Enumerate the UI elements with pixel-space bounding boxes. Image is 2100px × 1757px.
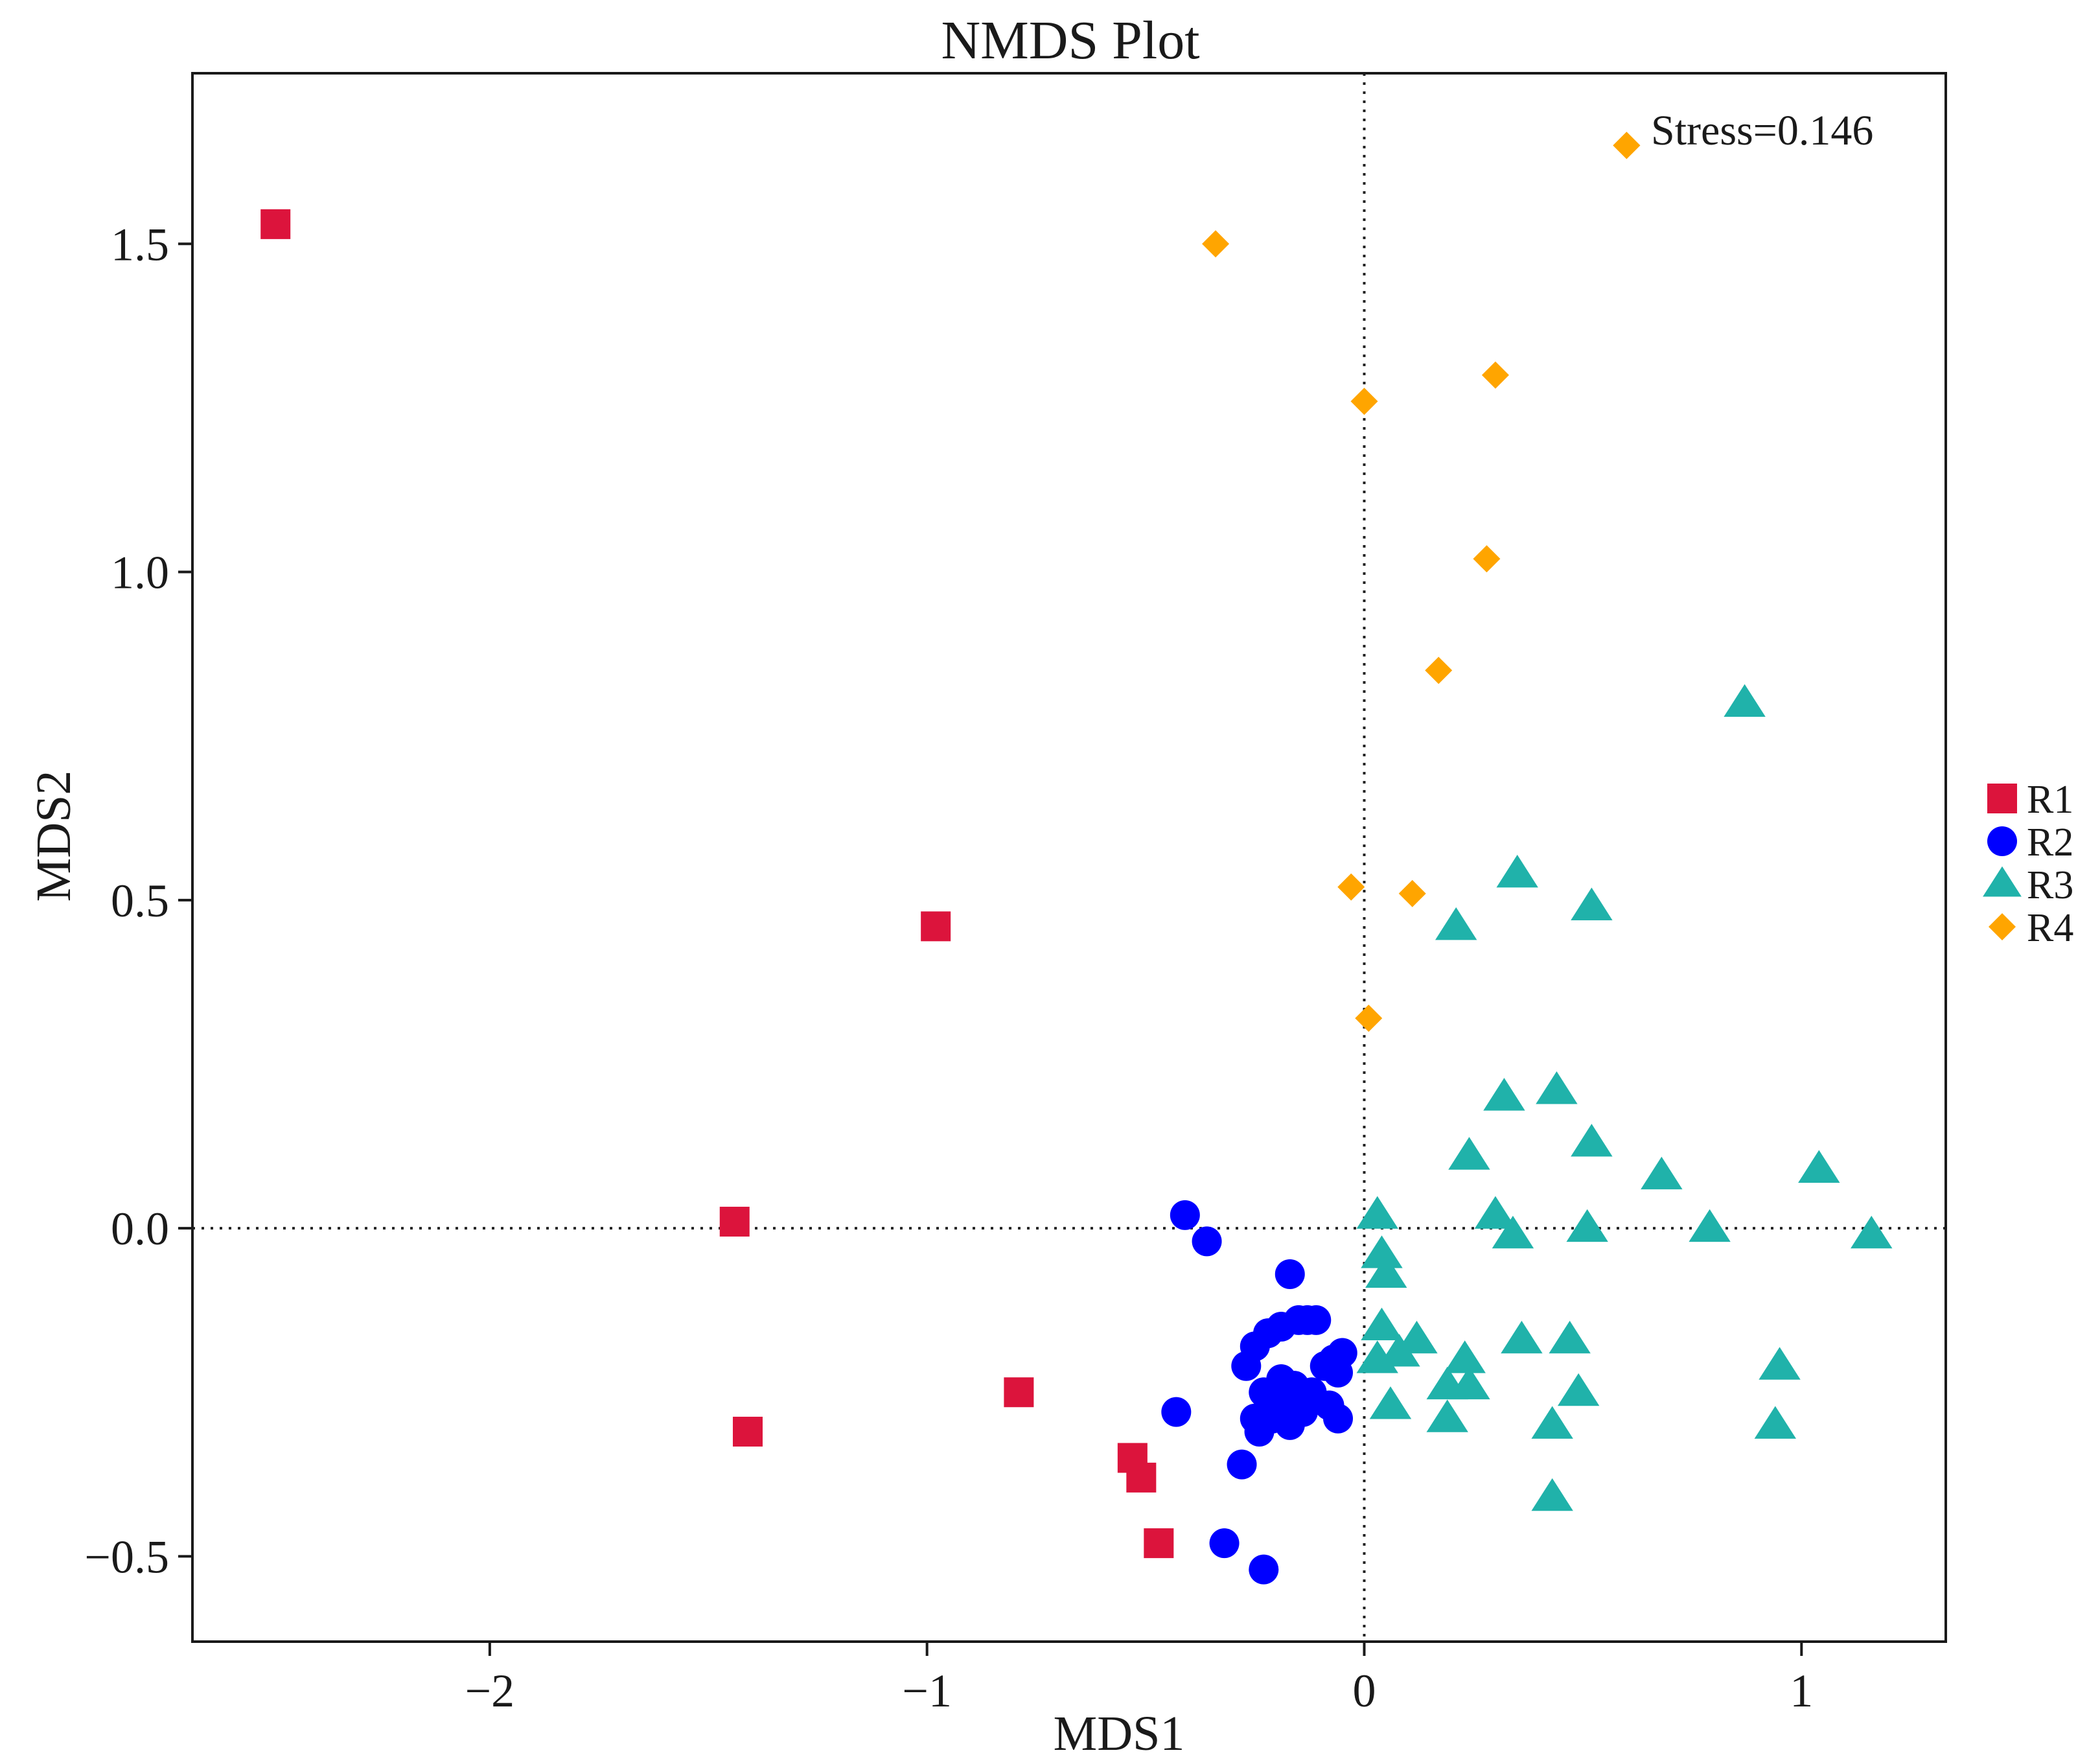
point-r2	[1240, 1403, 1270, 1434]
point-r3	[1549, 1320, 1591, 1354]
point-r3	[1356, 1196, 1398, 1229]
point-r2	[1249, 1554, 1279, 1585]
point-r3	[1531, 1478, 1573, 1511]
point-r3	[1444, 1340, 1486, 1373]
point-r3	[1571, 1124, 1613, 1157]
y-tick-label: 0.5	[111, 875, 169, 927]
point-r2	[1170, 1200, 1200, 1230]
plot-frame	[191, 72, 1947, 1643]
point-r4	[1398, 879, 1426, 907]
y-tick-label: 1.5	[111, 218, 169, 270]
legend-label-r2: R2	[2027, 820, 2073, 865]
point-r3	[1492, 1215, 1534, 1249]
x-tick-label: −1	[902, 1665, 952, 1717]
point-r3	[1571, 887, 1613, 920]
point-r1	[921, 911, 951, 942]
plot-area	[192, 73, 1946, 1642]
point-r4	[1425, 657, 1453, 684]
point-r3	[1496, 854, 1538, 888]
legend-marker-r1	[1987, 784, 2017, 813]
point-r4	[1337, 873, 1365, 901]
point-r2	[1323, 1403, 1354, 1434]
point-r3	[1566, 1209, 1608, 1242]
point-r3	[1369, 1386, 1412, 1419]
x-axis-title: MDS1	[1054, 1706, 1185, 1757]
point-r3	[1361, 1307, 1403, 1340]
y-tick-label: −0.5	[84, 1531, 169, 1583]
point-r3	[1448, 1137, 1490, 1170]
point-r3	[1448, 1366, 1490, 1400]
axes: −2 −1 0 1 −0.5 0.0 0.5 1.0 1.5	[84, 72, 1947, 1717]
point-r3	[1851, 1215, 1893, 1249]
point-r4	[1355, 1005, 1383, 1032]
point-r3	[1759, 1347, 1801, 1380]
point-r3	[1689, 1209, 1731, 1242]
point-r3	[1474, 1196, 1517, 1229]
point-r3	[1361, 1235, 1403, 1268]
point-r1	[719, 1206, 750, 1237]
point-r2	[1161, 1397, 1192, 1427]
x-tick-label: 0	[1352, 1665, 1376, 1717]
point-r1	[260, 209, 291, 239]
legend-marker-r4	[1989, 913, 2016, 940]
point-r3	[1641, 1156, 1683, 1190]
point-r3	[1483, 1078, 1525, 1111]
point-r3	[1557, 1373, 1600, 1406]
legend-label-r1: R1	[2027, 778, 2073, 822]
point-r3	[1426, 1399, 1468, 1432]
y-tick-label: 0.0	[111, 1203, 169, 1255]
point-r1	[733, 1416, 763, 1447]
point-r2	[1209, 1528, 1240, 1559]
point-r1	[1126, 1462, 1157, 1493]
point-r3	[1536, 1071, 1578, 1104]
x-tick-label: 1	[1790, 1665, 1813, 1717]
legend-label-r3: R3	[2027, 863, 2073, 907]
point-r1	[1144, 1528, 1174, 1559]
point-r4	[1473, 545, 1501, 573]
point-r3	[1435, 907, 1477, 940]
point-r2	[1284, 1305, 1314, 1335]
data-points	[260, 132, 1893, 1585]
point-r4	[1350, 388, 1378, 415]
legend-marker-r3	[1983, 866, 2022, 897]
stress-annotation: Stress=0.146	[1651, 107, 1873, 154]
point-r3	[1501, 1320, 1543, 1354]
chart-title: NMDS Plot	[941, 10, 1199, 71]
legend-marker-r2	[1987, 826, 2017, 856]
point-r2	[1227, 1449, 1257, 1480]
x-tick-label: −2	[465, 1665, 515, 1717]
point-r2	[1231, 1351, 1262, 1381]
point-r3	[1754, 1406, 1797, 1439]
point-r2	[1192, 1226, 1222, 1257]
point-r3	[1365, 1255, 1407, 1288]
point-r2	[1288, 1397, 1319, 1427]
point-r4	[1481, 361, 1509, 389]
stress-marker-icon	[1613, 132, 1641, 159]
legend-label-r4: R4	[2027, 906, 2073, 950]
point-r2	[1323, 1357, 1354, 1388]
point-r3	[1798, 1150, 1840, 1183]
point-r1	[1004, 1377, 1034, 1408]
point-r3	[1356, 1340, 1398, 1373]
y-tick-label: 1.0	[111, 547, 169, 599]
point-r2	[1253, 1318, 1284, 1349]
y-axis-title: MDS2	[27, 771, 81, 902]
point-r4	[1202, 230, 1230, 258]
point-r2	[1275, 1259, 1305, 1289]
point-r3	[1531, 1406, 1573, 1439]
point-r3	[1724, 684, 1766, 717]
